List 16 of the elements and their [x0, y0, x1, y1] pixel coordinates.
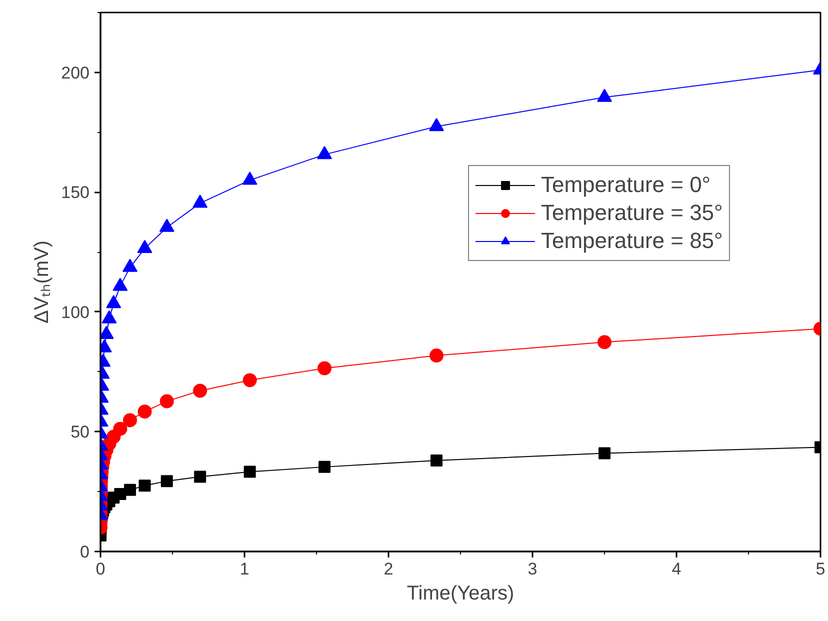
y-tick-label: 50: [70, 422, 90, 442]
y-tick-label: 200: [61, 63, 90, 82]
x-tick-label: 0: [96, 560, 106, 578]
x-tick-label: 3: [528, 560, 538, 578]
y-axis-title: ΔVₜₕ(mV): [31, 240, 54, 324]
x-tick-label: 4: [672, 560, 682, 578]
x-tick-label: 2: [384, 560, 394, 578]
x-tick-label: 1: [240, 560, 250, 578]
x-axis-title: Time(Years): [406, 582, 514, 604]
y-tick-label: 150: [61, 183, 90, 202]
y-tick-label: 0: [80, 542, 90, 562]
x-tick-label: 5: [816, 560, 826, 578]
y-tick-label: 100: [61, 302, 90, 322]
legend-label: Temperature = 0°: [541, 172, 711, 198]
legend-label: Temperature = 85°: [541, 228, 723, 254]
legend-label: Temperature = 35°: [541, 200, 723, 226]
